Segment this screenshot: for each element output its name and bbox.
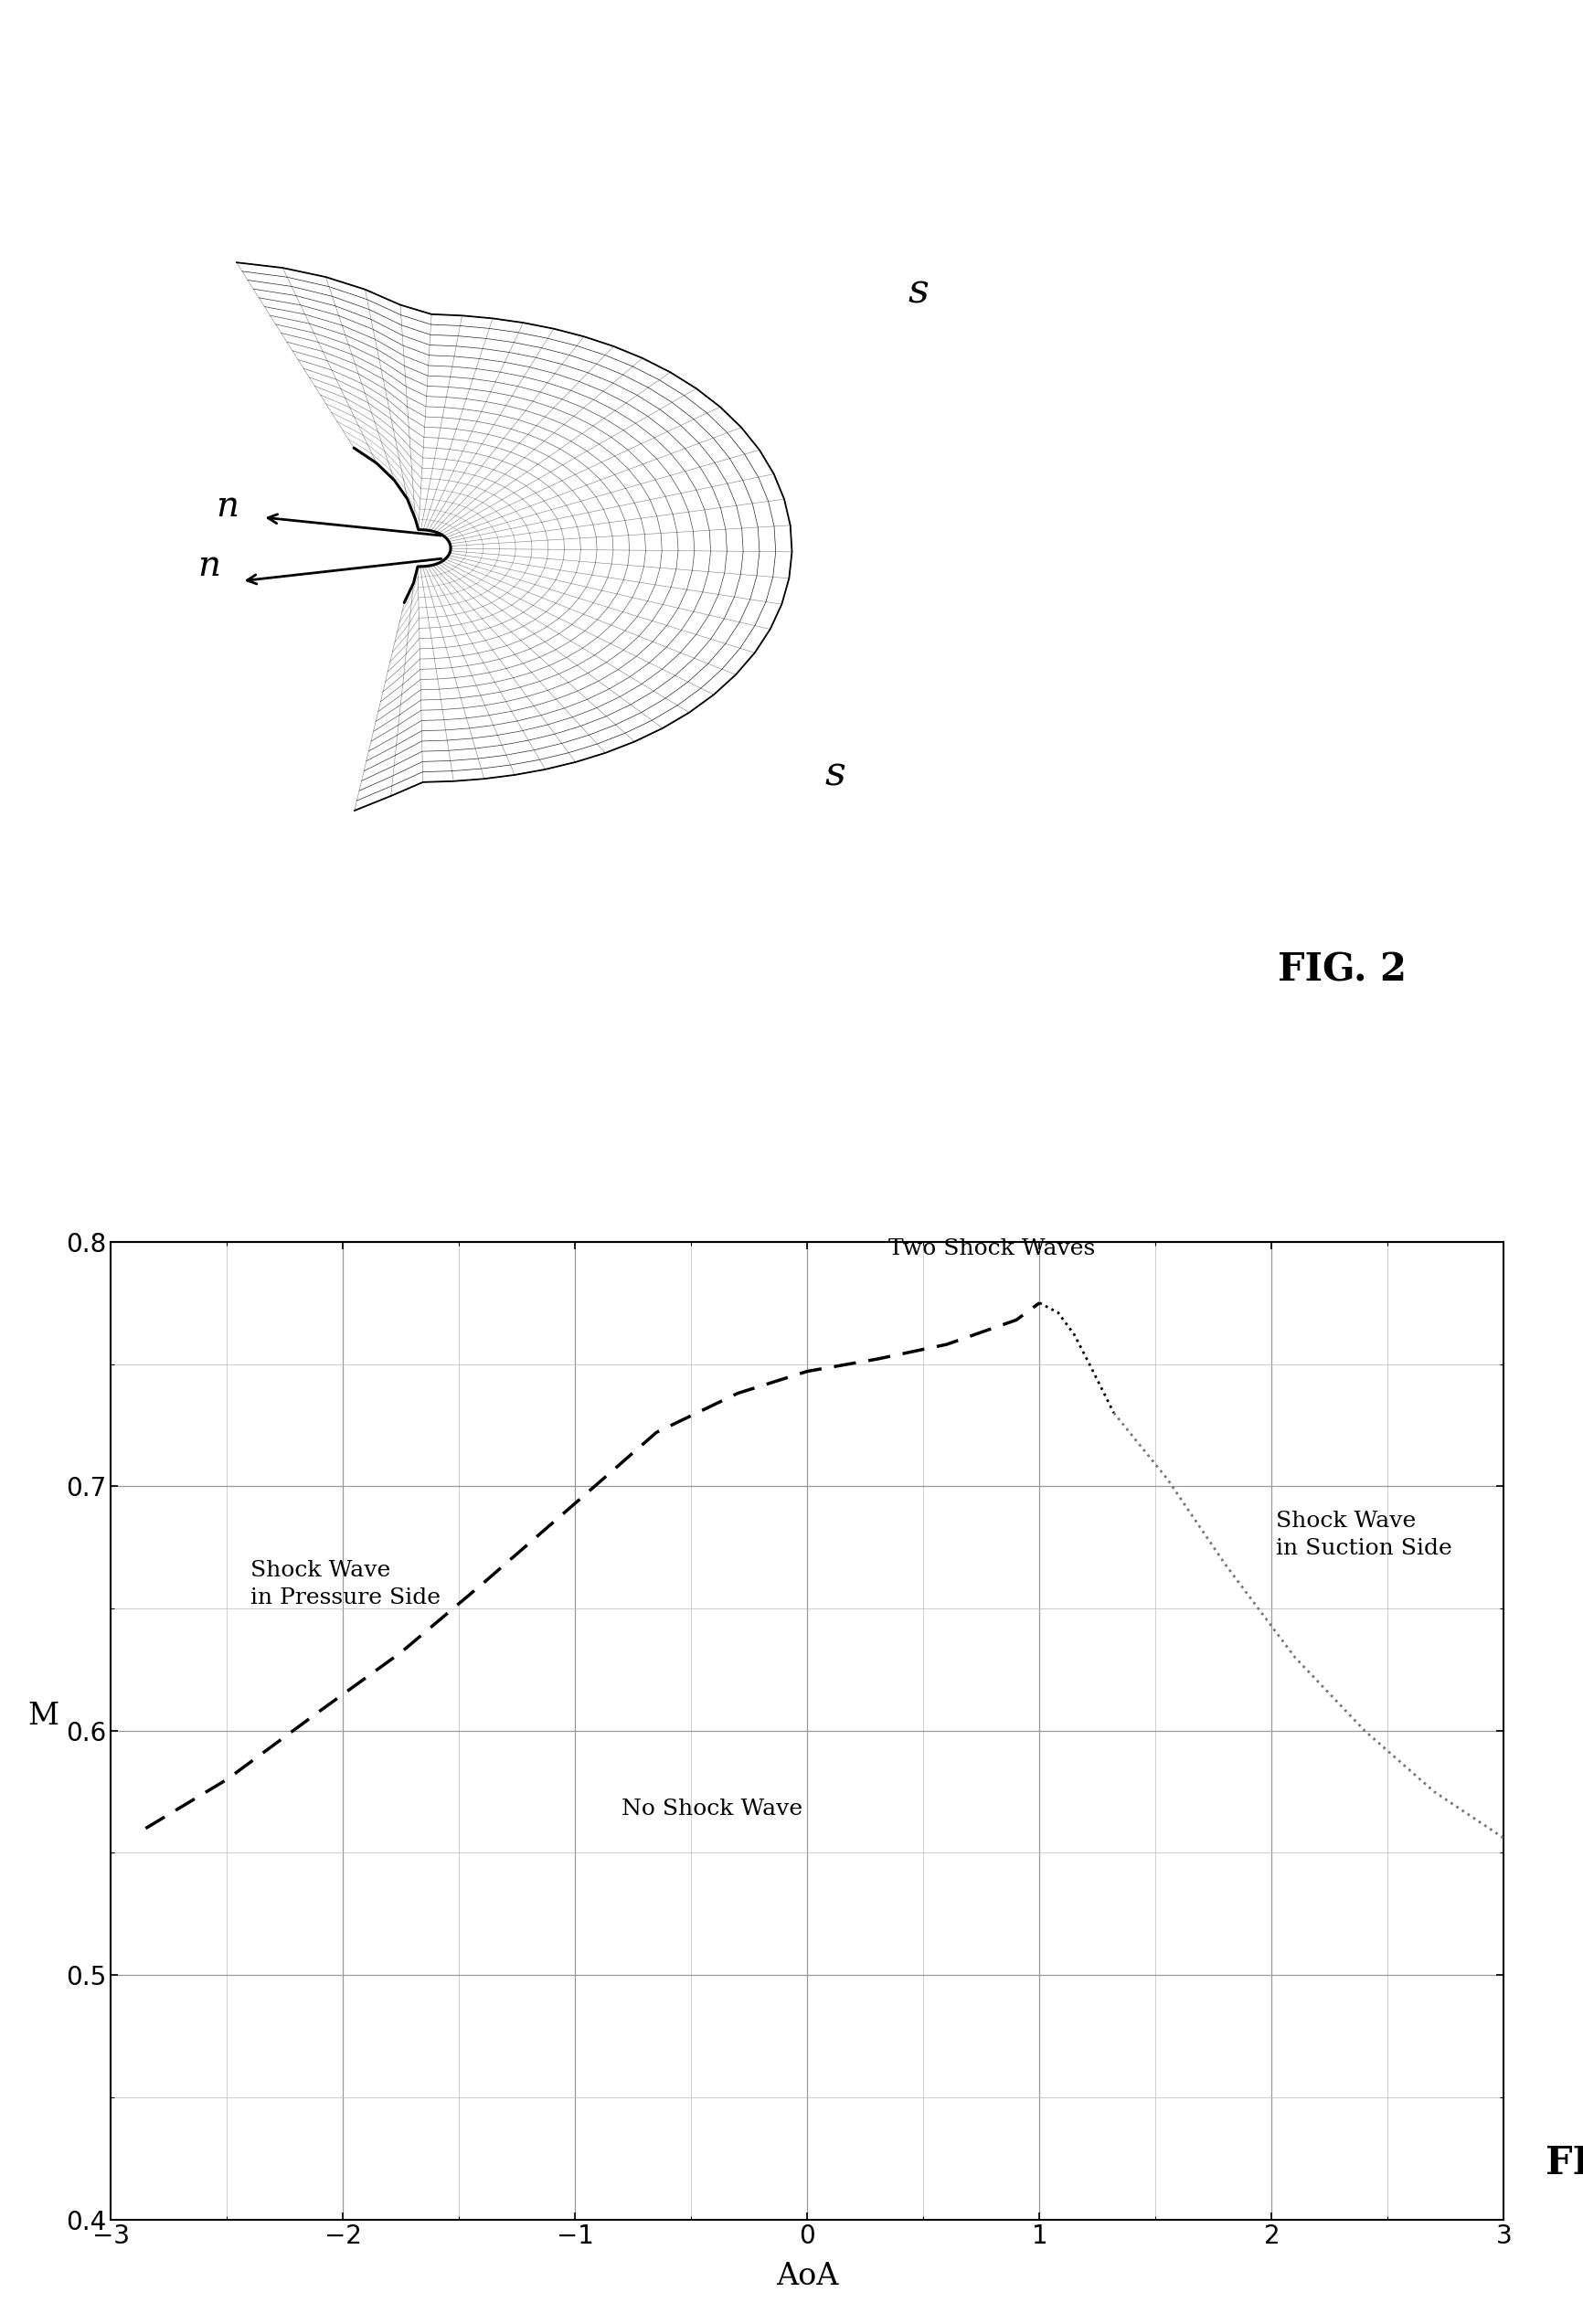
Text: Shock Wave
in Pressure Side: Shock Wave in Pressure Side [250,1559,440,1608]
Text: n: n [217,490,239,523]
Text: s: s [825,755,845,795]
Text: Shock Wave
in Suction Side: Shock Wave in Suction Side [1276,1511,1453,1559]
X-axis label: AoA: AoA [776,2261,839,2291]
Text: FIG. 6: FIG. 6 [1545,2145,1583,2182]
Text: FIG. 2: FIG. 2 [1277,951,1406,990]
Text: Two Shock Waves: Two Shock Waves [888,1239,1095,1260]
Text: s: s [909,272,929,311]
Text: No Shock Wave: No Shock Wave [622,1799,803,1820]
Text: n: n [198,551,222,583]
Y-axis label: M: M [27,1701,59,1731]
